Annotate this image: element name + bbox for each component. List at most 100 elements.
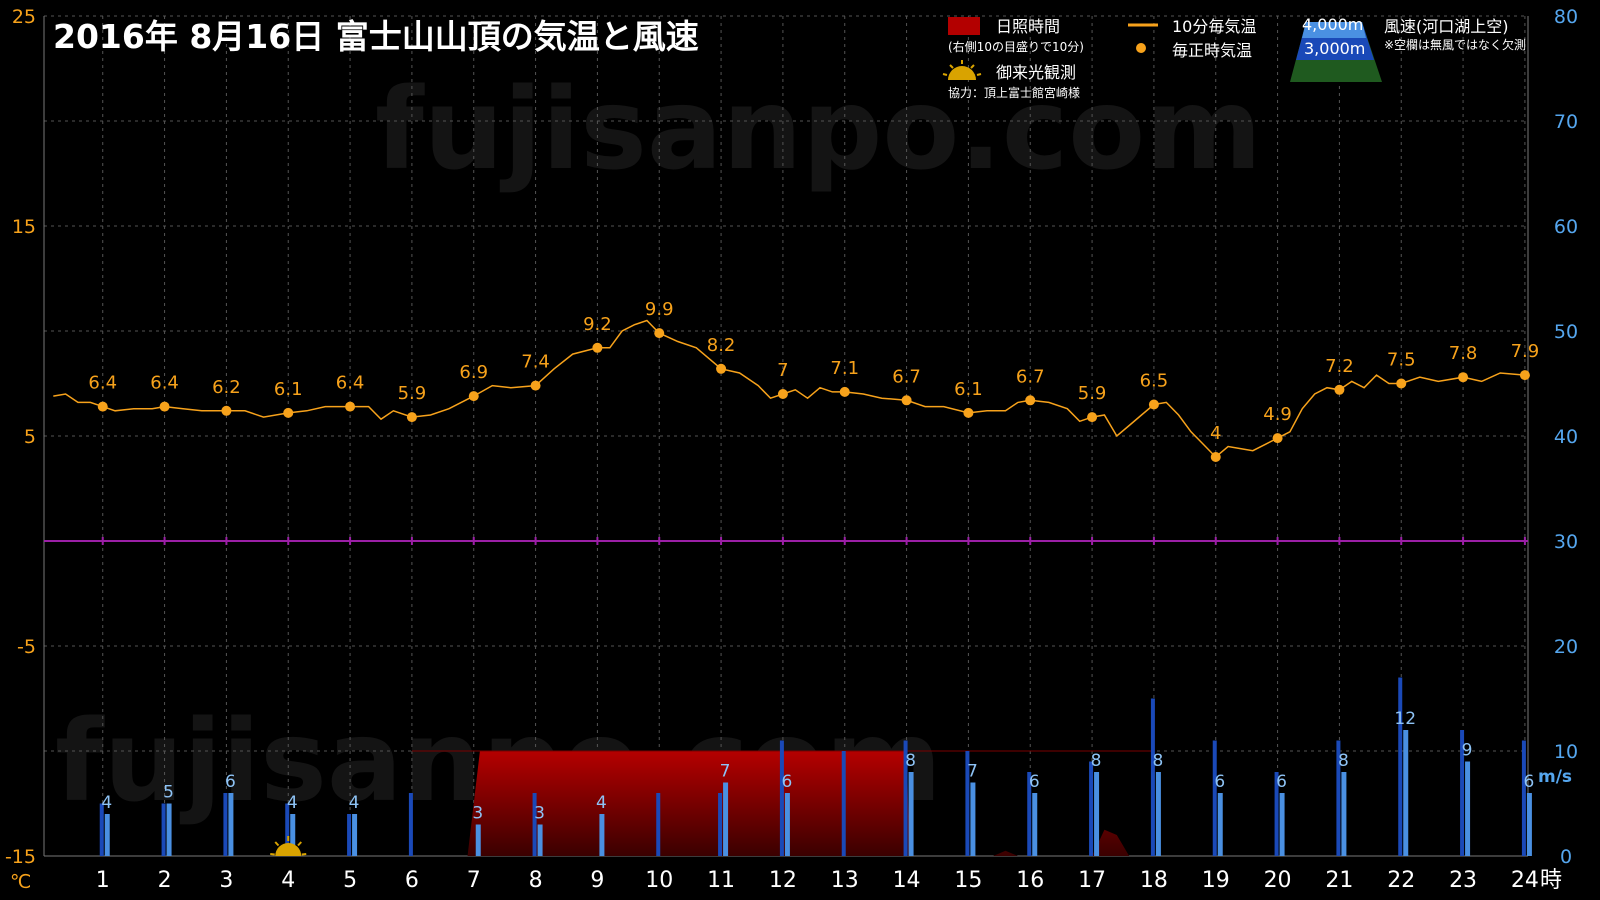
x-tick-label: 13 bbox=[831, 868, 859, 893]
hourly-temp-point bbox=[901, 395, 912, 406]
hourly-temp-point bbox=[839, 386, 850, 397]
hourly-temp-label: 7 bbox=[777, 360, 788, 381]
x-tick-label: 16 bbox=[1016, 868, 1044, 893]
x-tick-label: 17 bbox=[1078, 868, 1106, 893]
left-tick-label: -15 bbox=[5, 846, 36, 868]
wind-4000-bar bbox=[1398, 677, 1403, 856]
sunrise-sun-body bbox=[275, 843, 302, 856]
wind-3000-label: 8 bbox=[1338, 751, 1349, 771]
hourly-temp-point bbox=[468, 391, 479, 402]
wind-3000-label: 8 bbox=[1091, 751, 1102, 771]
wind-4000-bar bbox=[718, 793, 723, 856]
x-tick-label: 10 bbox=[645, 868, 673, 893]
wind-4000-bar bbox=[779, 740, 784, 856]
wind-3000-bar bbox=[537, 824, 543, 856]
grid bbox=[43, 15, 1529, 857]
wind-3000-bar bbox=[1279, 793, 1285, 856]
right-tick-label: 20 bbox=[1554, 636, 1578, 658]
legend-sunshine-note: (右側10の目盛りで10分) bbox=[948, 39, 1084, 54]
x-tick-label: 22 bbox=[1387, 868, 1415, 893]
x-tick-label: 7 bbox=[467, 868, 481, 893]
x-tick-label: 19 bbox=[1202, 868, 1230, 893]
x-tick-label: 3 bbox=[219, 868, 233, 893]
legend-wind-label: 風速(河口湖上空) bbox=[1384, 17, 1509, 36]
wind-3000-bar bbox=[723, 782, 729, 856]
hourly-temp-point bbox=[777, 389, 788, 399]
x-tick-label: 11 bbox=[707, 868, 735, 893]
hourly-temp-point bbox=[654, 328, 665, 339]
x-tick-label: 4 bbox=[281, 868, 295, 893]
hourly-temp-label: 6.7 bbox=[892, 366, 921, 387]
hourly-temp-point bbox=[345, 401, 356, 412]
left-axis-ticks: 25 15 5 -5 -15 bbox=[5, 6, 36, 868]
hourly-temp-point bbox=[1519, 370, 1530, 381]
x-tick-label: 21 bbox=[1325, 868, 1353, 893]
legend-alt-3000: 3,000m bbox=[1304, 39, 1365, 58]
wind-4000-bar bbox=[1212, 740, 1217, 856]
wind-4000-bar bbox=[1274, 772, 1279, 856]
hourly-temp-label: 6.4 bbox=[88, 373, 117, 394]
x-tick-label: 1 bbox=[96, 868, 110, 893]
hourly-temp-label: 6.1 bbox=[274, 379, 303, 400]
temperature-10min-path bbox=[53, 319, 1525, 459]
sunrise-marker bbox=[270, 836, 307, 856]
wind-4000-bar bbox=[99, 803, 104, 856]
hourly-temp-label: 7.8 bbox=[1449, 343, 1478, 364]
wind-3000-label: 6 bbox=[1523, 772, 1534, 792]
right-tick-label: 40 bbox=[1554, 426, 1578, 448]
wind-4000-bar bbox=[1027, 772, 1032, 856]
wind-4000-bar bbox=[161, 803, 166, 856]
x-tick-label: 12 bbox=[769, 868, 797, 893]
right-axis-ticks: 80 70 60 50 40 30 20 10 0 bbox=[1554, 6, 1578, 868]
wind-4000-bar bbox=[1460, 730, 1465, 856]
wind-3000-label: 6 bbox=[781, 772, 792, 792]
hourly-temp-point bbox=[1148, 399, 1159, 410]
hourly-temp-label: 5.9 bbox=[398, 383, 427, 404]
legend-credit: 協力：頂上富士館宮崎様 bbox=[948, 85, 1080, 100]
wind-3000-bar bbox=[1341, 772, 1347, 856]
wind-4000-bar bbox=[408, 793, 413, 856]
wind-3000-label: 6 bbox=[1214, 772, 1225, 792]
legend-sunshine-swatch bbox=[948, 17, 980, 35]
hourly-temp-point bbox=[530, 380, 541, 391]
hourly-temp-label: 6.4 bbox=[336, 373, 365, 394]
wind-3000-bar bbox=[1217, 793, 1223, 856]
wind-3000-label: 7 bbox=[720, 762, 731, 782]
right-tick-label: 30 bbox=[1554, 531, 1578, 553]
x-axis-unit: 時 bbox=[1540, 868, 1562, 893]
hourly-temp-point bbox=[97, 401, 108, 412]
wind-4000-bars bbox=[99, 677, 1526, 856]
hourly-temp-label: 4 bbox=[1210, 423, 1221, 444]
right-tick-label: 80 bbox=[1554, 6, 1578, 28]
wind-3000-label: 8 bbox=[1152, 751, 1163, 771]
wind-3000-bar bbox=[1526, 793, 1532, 856]
temperature-10min-line bbox=[53, 319, 1525, 459]
left-tick-label: -5 bbox=[17, 636, 36, 658]
hourly-temp-point bbox=[963, 407, 974, 418]
wind-3000-label: 12 bbox=[1394, 709, 1416, 729]
wind-3000-bar bbox=[1155, 772, 1161, 856]
hourly-temp-label: 5.9 bbox=[1078, 383, 1107, 404]
x-tick-label: 18 bbox=[1140, 868, 1168, 893]
hourly-temp-label: 7.4 bbox=[521, 352, 550, 373]
wind-3000-bar bbox=[1403, 730, 1409, 856]
hourly-temp-point bbox=[406, 412, 417, 423]
hourly-temp-label: 6.9 bbox=[459, 362, 488, 383]
wind-3000-bar bbox=[352, 814, 358, 856]
wind-4000-bar bbox=[656, 793, 661, 856]
x-tick-label: 24 bbox=[1511, 868, 1539, 893]
right-tick-label: 60 bbox=[1554, 216, 1578, 238]
x-tick-label: 20 bbox=[1264, 868, 1292, 893]
left-axis-unit: ℃ bbox=[10, 871, 31, 893]
hourly-temp-label: 7.5 bbox=[1387, 350, 1416, 371]
wind-3000-bar bbox=[599, 814, 605, 856]
x-axis-ticks: 1 2 3 4 5 6 7 8 9 10 11 12 13 14 15 16 17 18 19 20 21 22 23 24 bbox=[96, 868, 1539, 893]
wind-3000-bars: 4 5 6 4 4 3 3 4 7 6 8 7 6 8 8 6 6 8 12 9 6 bbox=[101, 709, 1534, 856]
legend-sunrise-label: 御来光観測 bbox=[996, 63, 1076, 82]
hourly-temp-label: 6.4 bbox=[150, 373, 179, 394]
x-tick-label: 15 bbox=[954, 868, 982, 893]
wind-3000-label: 8 bbox=[905, 751, 916, 771]
hourly-temp-point bbox=[221, 405, 232, 416]
